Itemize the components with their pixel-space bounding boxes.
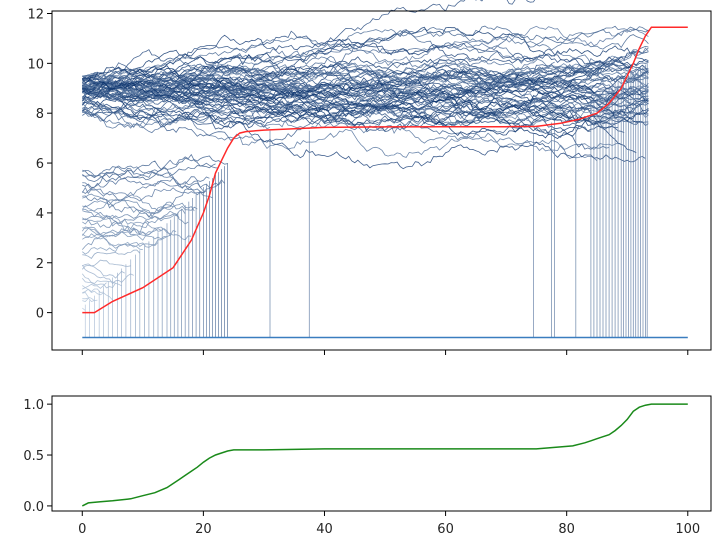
simulated-path <box>81 264 134 285</box>
simulated-path <box>82 26 649 80</box>
simulated-path <box>82 100 622 150</box>
simulated-path <box>82 60 649 110</box>
simulated-path <box>82 96 622 131</box>
y-tick-label: 0 <box>36 307 44 322</box>
simulated-path <box>82 249 141 259</box>
simulated-path <box>82 111 598 162</box>
simulated-path <box>82 206 174 221</box>
simulated-path <box>82 75 649 121</box>
simulated-path <box>82 68 649 110</box>
simulated-path <box>82 307 86 311</box>
cumulative-mass-layer <box>82 26 688 314</box>
simulated-path <box>81 205 192 241</box>
simulated-path <box>82 292 98 302</box>
simulated-path <box>82 298 89 302</box>
bottom-axes-ticks: 0.0 0.5 1.0 0 20 40 60 80 100 <box>23 398 700 537</box>
simulated-path <box>82 43 649 90</box>
x-tick-label: 80 <box>558 522 575 537</box>
bottom-axes-frame <box>51 395 712 512</box>
simulated-path <box>82 198 189 225</box>
top-axes-ticks: 0 2 4 6 8 10 12 <box>27 7 689 355</box>
simulated-path <box>81 227 159 248</box>
simulated-path <box>81 87 649 126</box>
simulated-path <box>82 233 168 249</box>
simulated-path <box>82 67 649 96</box>
y-tick-label: 12 <box>27 7 44 22</box>
simulated-path <box>82 182 213 202</box>
cumulative-mass-line <box>82 26 688 314</box>
simulated-path <box>82 155 228 183</box>
simulated-path <box>82 191 195 212</box>
simulated-path <box>82 288 104 294</box>
y-tick-label: 1.0 <box>23 398 44 413</box>
simulated-path <box>82 63 649 103</box>
simulated-path <box>82 153 219 183</box>
simulated-path <box>82 166 222 193</box>
simulated-path <box>82 285 113 301</box>
simulated-path <box>82 66 649 104</box>
y-tick-label: 4 <box>36 207 44 222</box>
simulated-path <box>82 259 131 270</box>
simulated-path <box>82 77 649 126</box>
simulated-path <box>82 74 649 115</box>
simulated-path <box>82 77 649 127</box>
simulated-path <box>82 87 649 127</box>
simulated-path <box>82 0 536 90</box>
y-tick-label: 10 <box>27 57 44 72</box>
simulated-path <box>82 208 186 224</box>
fraction-absorbed-layer <box>81 403 688 507</box>
y-tick-label: 2 <box>36 257 44 272</box>
simulated-path <box>82 79 649 116</box>
simulated-path <box>82 83 649 112</box>
x-tick-label: 60 <box>437 522 454 537</box>
simulated-path <box>82 77 649 121</box>
simulated-path <box>82 210 180 234</box>
simulated-path <box>82 228 153 241</box>
top-axes: 0 2 4 6 8 10 12 <box>27 0 712 355</box>
simulated-path <box>82 263 125 279</box>
simulated-path <box>82 282 107 290</box>
simulated-path <box>82 227 171 240</box>
simulated-path <box>82 217 177 237</box>
simulated-path <box>82 62 649 94</box>
top-axes-frame <box>51 10 712 351</box>
x-tick-label: 100 <box>675 522 700 537</box>
simulated-path <box>82 182 204 218</box>
simulated-path <box>82 176 210 195</box>
y-tick-label: 0.5 <box>23 449 44 464</box>
y-tick-label: 6 <box>36 157 44 172</box>
simulated-path <box>81 273 116 289</box>
y-tick-label: 8 <box>36 107 44 122</box>
fraction-absorbed-line <box>81 403 688 507</box>
simulated-path <box>82 160 216 188</box>
simulated-path <box>82 34 649 96</box>
simulated-path <box>81 277 122 287</box>
simulated-path <box>82 241 143 255</box>
x-tick-label: 0 <box>78 522 86 537</box>
simulated-paths-layer <box>81 0 649 311</box>
simulated-path <box>81 222 150 250</box>
simulated-path <box>82 297 95 302</box>
simulated-path <box>82 165 225 189</box>
bottom-axes: 0.0 0.5 1.0 0 20 40 60 80 100 <box>23 395 712 537</box>
x-tick-label: 20 <box>195 522 212 537</box>
y-tick-label: 0.0 <box>23 500 44 515</box>
simulated-path <box>82 84 619 129</box>
simulated-path <box>82 25 649 81</box>
x-tick-label: 40 <box>316 522 333 537</box>
simulated-path <box>82 92 646 143</box>
simulated-path <box>81 74 616 125</box>
